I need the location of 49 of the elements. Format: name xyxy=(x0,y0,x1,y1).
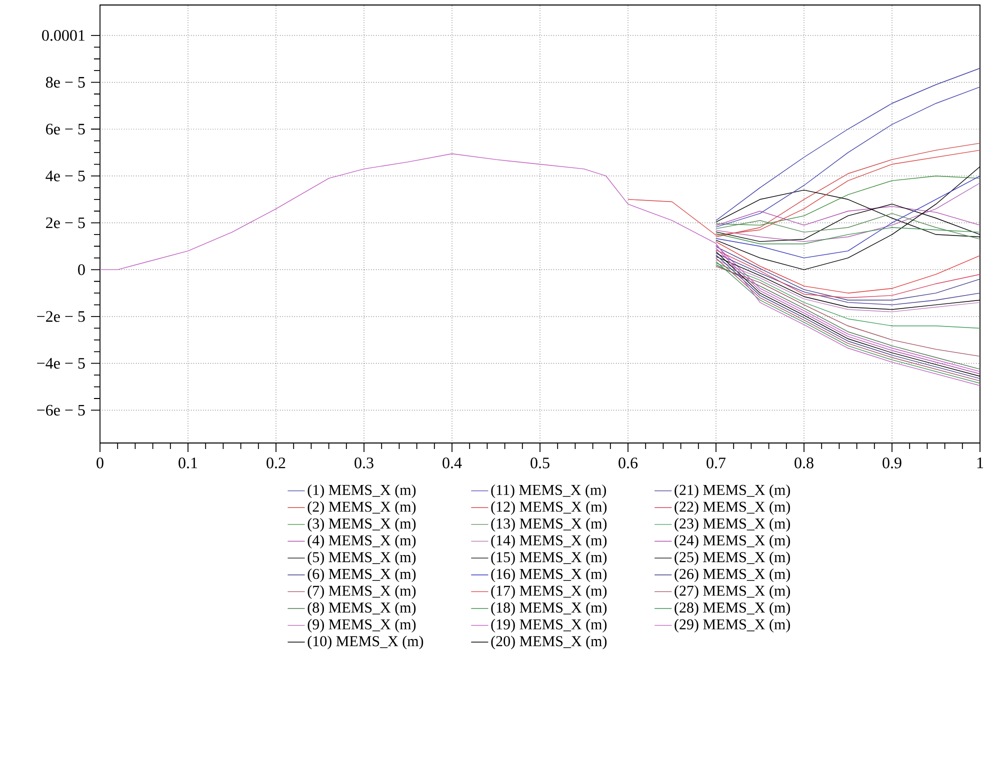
y-tick-label: 0.0001 xyxy=(42,30,85,41)
x-tick-label: 0.3 xyxy=(354,458,374,468)
legend-label: (3) MEMS_X (m) xyxy=(308,518,416,532)
legend-label: (24) MEMS_X (m) xyxy=(674,534,790,548)
legend-label: (12) MEMS_X (m) xyxy=(491,501,607,515)
legend-label: (14) MEMS_X (m) xyxy=(491,534,607,548)
legend-label: (11) MEMS_X (m) xyxy=(491,484,606,498)
legend-label: (9) MEMS_X (m) xyxy=(308,618,416,632)
x-tick-label: 0.4 xyxy=(442,458,462,468)
y-tick-label: 8e − 5 xyxy=(46,76,85,88)
y-tick-label: 6e − 5 xyxy=(46,124,85,135)
legend-label: (4) MEMS_X (m) xyxy=(308,534,416,548)
legend-label: (20) MEMS_X (m) xyxy=(491,636,607,650)
y-tick-label: −4e − 5 xyxy=(37,358,85,369)
y-tick-label: 0 xyxy=(78,264,85,276)
legend-label: (22) MEMS_X (m) xyxy=(674,501,790,515)
x-tick-label: 0.2 xyxy=(266,458,286,468)
x-tick-label: 0.9 xyxy=(882,458,902,468)
legend-label: (27) MEMS_X (m) xyxy=(674,585,790,599)
legend-label: (29) MEMS_X (m) xyxy=(674,618,790,632)
legend-label: (10) MEMS_X (m) xyxy=(308,636,424,650)
legend-label: (21) MEMS_X (m) xyxy=(674,484,790,498)
legend-label: (23) MEMS_X (m) xyxy=(674,518,790,532)
y-tick-label: −6e − 5 xyxy=(37,404,85,416)
legend-label: (1) MEMS_X (m) xyxy=(308,484,416,498)
legend-label: (18) MEMS_X (m) xyxy=(491,602,607,616)
x-tick-label: 0.1 xyxy=(178,458,198,468)
y-tick-label: 4e − 5 xyxy=(46,170,85,182)
x-tick-label: 0.8 xyxy=(794,458,814,468)
legend-label: (13) MEMS_X (m) xyxy=(491,518,607,532)
x-tick-label: 0.6 xyxy=(618,458,638,468)
legend-label: (19) MEMS_X (m) xyxy=(491,618,607,632)
legend-label: (25) MEMS_X (m) xyxy=(674,552,790,566)
legend-label: (6) MEMS_X (m) xyxy=(308,568,416,582)
legend-label: (26) MEMS_X (m) xyxy=(674,568,790,582)
legend-label: (5) MEMS_X (m) xyxy=(308,552,416,566)
legend-label: (8) MEMS_X (m) xyxy=(308,602,416,616)
legend-label: (17) MEMS_X (m) xyxy=(491,585,607,599)
legend-label: (15) MEMS_X (m) xyxy=(491,552,607,566)
legend-label: (7) MEMS_X (m) xyxy=(308,585,416,599)
y-tick-label: 2e − 5 xyxy=(46,217,85,228)
x-tick-label: 0 xyxy=(96,458,104,468)
legend-label: (28) MEMS_X (m) xyxy=(674,602,790,616)
legend-label: (16) MEMS_X (m) xyxy=(491,568,607,582)
y-tick-label: −2e − 5 xyxy=(37,311,85,322)
legend-label: (2) MEMS_X (m) xyxy=(308,501,416,515)
x-tick-label: 0.7 xyxy=(706,458,726,468)
x-tick-label: 0.5 xyxy=(530,458,550,468)
x-tick-label: 1 xyxy=(977,458,984,468)
